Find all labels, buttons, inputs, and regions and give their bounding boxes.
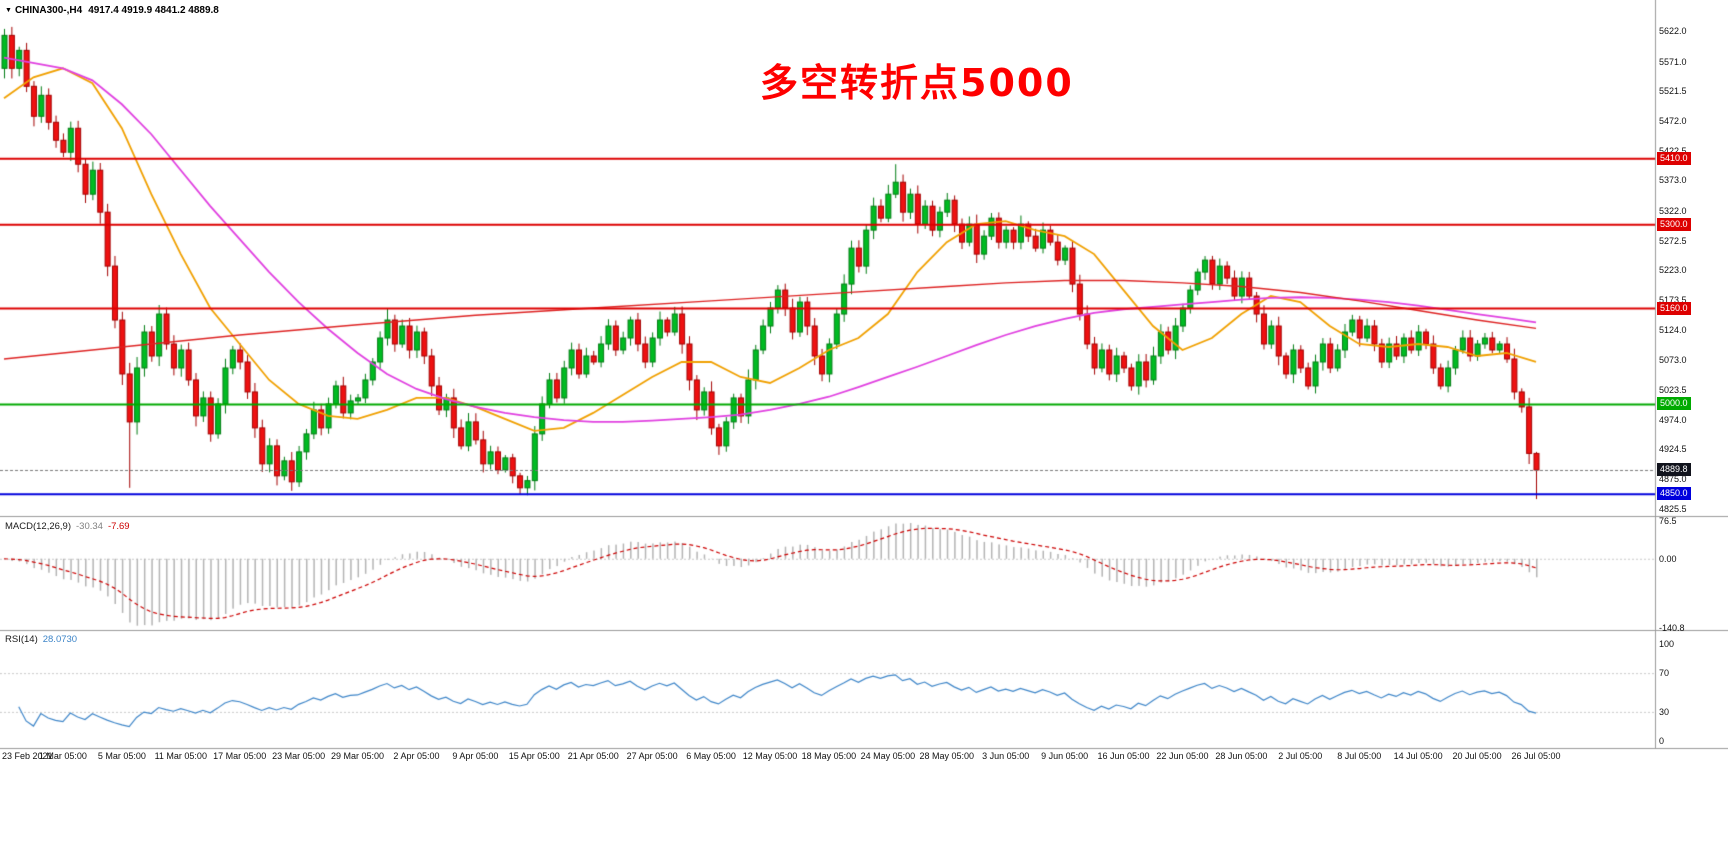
rsi-name: RSI(14) <box>5 634 38 645</box>
rsi-value: 28.0730 <box>42 634 78 645</box>
macd-name: MACD(12,26,9) <box>5 521 71 532</box>
chart-annotation-text: 多空转折点5000 <box>760 61 1074 105</box>
chart-header: ▼ CHINA300-,H4 4917.4 4919.9 4841.2 4889.8 <box>5 5 219 16</box>
rsi-indicator-label: RSI(14) 28.0730 <box>5 634 77 645</box>
ohlc-values: 4917.4 4919.9 4841.2 4889.8 <box>88 5 219 16</box>
symbol-period-label: CHINA300-,H4 <box>14 5 83 16</box>
macd-signal-value: -7.69 <box>107 521 130 532</box>
chart-collapse-icon[interactable]: ▼ <box>5 7 12 14</box>
macd-main-value: -30.34 <box>76 521 103 532</box>
macd-indicator-label: MACD(12,26,9) -30.34 -7.69 <box>5 521 130 532</box>
chart-canvas[interactable] <box>0 0 1728 766</box>
